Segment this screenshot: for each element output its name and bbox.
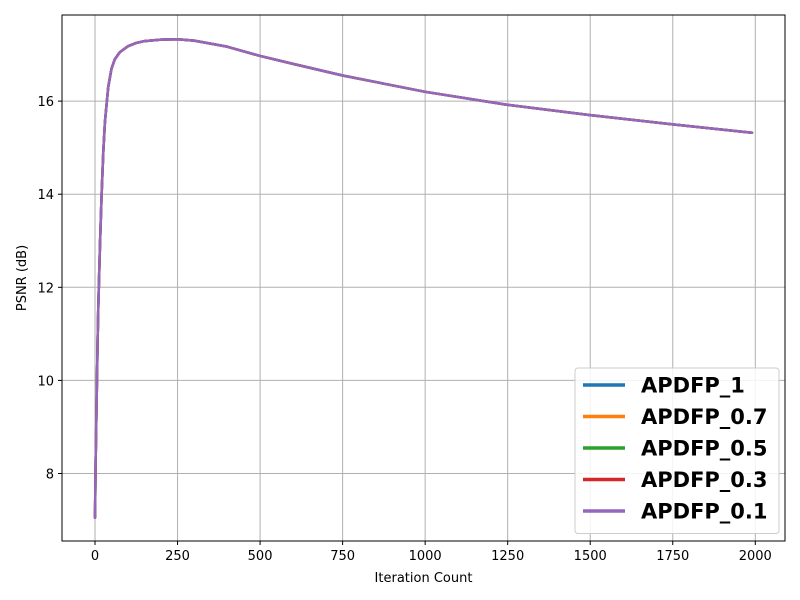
x-tick-label: 1250: [491, 549, 524, 564]
legend-label: APDFP_0.5: [641, 437, 768, 461]
x-tick-label: 1500: [574, 549, 607, 564]
series-line-apdfp-0-1: [93, 37, 754, 519]
y-tick-label: 10: [37, 374, 54, 389]
x-tick-label: 750: [330, 549, 355, 564]
legend: APDFP_1 APDFP_0.7 APDFP_0.5 APDFP_0.3 APDFP_…: [574, 367, 780, 534]
legend-label: APDFP_1: [641, 374, 745, 398]
legend-label: APDFP_0.7: [641, 405, 768, 429]
legend-items: APDFP_1 APDFP_0.7 APDFP_0.5 APDFP_0.3 APDFP_…: [583, 374, 768, 524]
plot-frame: [61, 14, 786, 542]
legend-label: APDFP_0.3: [641, 468, 768, 492]
legend-label: APDFP_0.1: [641, 500, 768, 524]
x-tick-label: 500: [248, 549, 273, 564]
x-tick-label: 250: [165, 549, 190, 564]
axis-ticks: 0 250 500 750 1000 1250 1500 1750 2000 8 10 12 14 16: [37, 95, 771, 564]
x-tick-label: 1000: [409, 549, 442, 564]
series-lines: [93, 37, 754, 519]
y-tick-label: 8: [46, 468, 54, 483]
y-tick-label: 14: [37, 188, 54, 203]
x-tick-label: 1750: [656, 549, 689, 564]
x-tick-label: 2000: [739, 549, 772, 564]
x-tick-label: 0: [91, 549, 99, 564]
y-tick-label: 16: [37, 95, 54, 110]
y-tick-label: 12: [37, 281, 54, 296]
x-axis-label: Iteration Count: [375, 571, 473, 586]
y-axis-label: PSNR (dB): [15, 245, 30, 311]
legend-box: [574, 367, 780, 534]
